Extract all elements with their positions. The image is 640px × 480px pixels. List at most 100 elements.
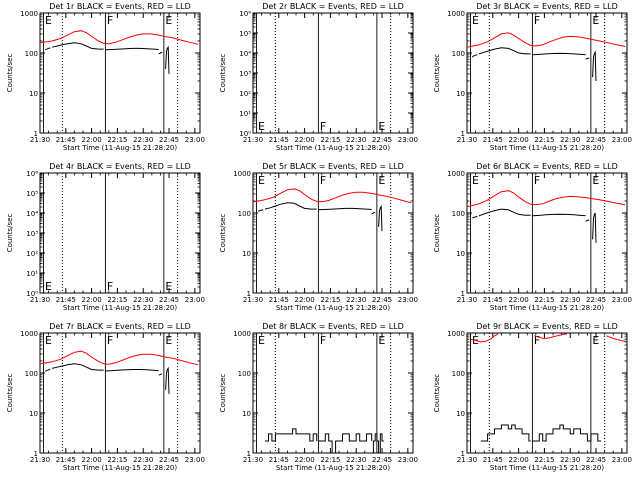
y-tick-label: 10⁴ <box>239 50 251 58</box>
plot-frame <box>252 12 414 134</box>
y-tick-label: 1000 <box>447 10 465 18</box>
event-marker-label: E <box>258 334 265 347</box>
x-tick-label: 22:45 <box>586 296 606 304</box>
x-tick-label: 22:00 <box>82 296 102 304</box>
events-series <box>371 211 376 215</box>
y-tick-label: 10⁰ <box>26 290 38 298</box>
event-marker-label: E <box>45 280 52 293</box>
x-tick-label: 22:00 <box>82 136 102 144</box>
event-marker-label: E <box>165 14 172 27</box>
events-series <box>480 424 531 442</box>
x-tick-label: 21:45 <box>56 136 76 144</box>
y-tick-label: 10² <box>26 250 38 258</box>
x-tick-label: 22:00 <box>509 456 529 464</box>
events-series <box>264 202 317 210</box>
x-tick-label: 23:00 <box>185 456 205 464</box>
lld-series <box>39 30 199 45</box>
x-tick-label: 21:45 <box>56 296 76 304</box>
event-marker-label: E <box>378 334 385 347</box>
y-tick-label: 10¹ <box>26 270 38 278</box>
y-tick-label: 1 <box>34 450 38 458</box>
y-tick-label: 1000 <box>233 170 251 178</box>
x-tick-label: 23:00 <box>612 456 632 464</box>
y-tick-label: 10² <box>239 90 251 98</box>
x-axis-label: Start Time (11-Aug-15 21:28:20) <box>490 144 604 152</box>
events-series <box>45 47 51 51</box>
lld-series <box>466 32 626 48</box>
event-marker-label: F <box>107 14 113 27</box>
chart-panel-1: Det 1r BLACK = Events, RED = LLD 1 10 100 10… <box>6 2 205 152</box>
y-tick-label: 1000 <box>233 330 251 338</box>
x-axis-label: Start Time (11-Aug-15 21:28:20) <box>276 304 390 312</box>
chart-title: Det 4r BLACK = Events, RED = LLD <box>49 162 191 171</box>
event-marker-label: E <box>45 14 52 27</box>
x-tick-label: 22:30 <box>346 136 366 144</box>
y-tick-label: 10 <box>242 250 251 258</box>
x-tick-label: 23:00 <box>612 136 632 144</box>
x-axis-label: Start Time (11-Aug-15 21:28:20) <box>276 144 390 152</box>
chart-panel-6: Det 6r BLACK = Events, RED = LLD 1 10 100 10… <box>433 162 632 312</box>
events-series <box>258 209 264 212</box>
chart-title: Det 3r BLACK = Events, RED = LLD <box>476 2 618 11</box>
y-axis-label: Counts/sec <box>219 374 227 413</box>
event-marker-label: E <box>258 120 265 133</box>
x-tick-label: 22:30 <box>133 136 153 144</box>
x-tick-label: 22:45 <box>372 296 392 304</box>
event-marker-label: E <box>472 14 479 27</box>
x-tick-label: 21:45 <box>483 456 503 464</box>
y-tick-label: 10³ <box>239 70 251 78</box>
event-marker-label: E <box>378 174 385 187</box>
chart-panel-7: Det 7r BLACK = Events, RED = LLD 1 10 100 10… <box>6 322 205 472</box>
x-tick-label: 21:30 <box>243 456 263 464</box>
chart-title: Det 1r BLACK = Events, RED = LLD <box>49 2 191 11</box>
events-series <box>318 433 373 454</box>
x-tick-label: 21:45 <box>269 456 289 464</box>
lld-series <box>533 333 567 340</box>
y-tick-label: 10⁵ <box>239 30 251 38</box>
x-tick-label: 22:00 <box>295 136 315 144</box>
x-tick-label: 22:15 <box>107 456 127 464</box>
plot-frame <box>39 172 201 294</box>
y-axis-label: Counts/sec <box>433 374 441 413</box>
event-marker-label: F <box>534 174 540 187</box>
x-tick-label: 22:45 <box>372 456 392 464</box>
chart-title: Det 7r BLACK = Events, RED = LLD <box>49 322 191 331</box>
y-tick-label: 1 <box>247 290 251 298</box>
x-tick-label: 21:30 <box>243 136 263 144</box>
events-series <box>471 54 478 58</box>
event-marker-label: E <box>592 14 599 27</box>
events-series <box>592 212 597 243</box>
y-tick-label: 10¹ <box>239 110 251 118</box>
events-series <box>165 366 170 394</box>
x-tick-label: 22:15 <box>320 136 340 144</box>
events-series <box>371 433 384 454</box>
plot-frame <box>252 172 414 294</box>
x-axis-label: Start Time (11-Aug-15 21:28:20) <box>490 464 604 472</box>
x-tick-label: 23:00 <box>398 296 418 304</box>
events-series <box>165 45 170 74</box>
chart-panel-8: Det 8r BLACK = Events, RED = LLD 1 10 100 10… <box>219 322 418 472</box>
x-tick-label: 22:45 <box>372 136 392 144</box>
events-series <box>378 204 383 232</box>
x-tick-label: 22:15 <box>107 136 127 144</box>
y-tick-label: 10 <box>29 410 38 418</box>
event-marker-label: E <box>258 174 265 187</box>
y-axis-label: Counts/sec <box>6 54 14 93</box>
event-marker-label: E <box>165 334 172 347</box>
plot-frame <box>39 12 201 134</box>
y-tick-label: 10 <box>456 90 465 98</box>
event-marker-label: F <box>107 280 113 293</box>
y-axis-label: Counts/sec <box>219 54 227 93</box>
y-tick-label: 100 <box>25 50 38 58</box>
y-tick-label: 10 <box>456 410 465 418</box>
x-tick-label: 21:30 <box>457 296 477 304</box>
event-marker-label: F <box>534 334 540 347</box>
y-tick-label: 10 <box>456 250 465 258</box>
plot-frame <box>39 332 201 454</box>
events-series <box>51 363 104 371</box>
y-tick-label: 1 <box>34 130 38 138</box>
y-tick-label: 10⁴ <box>26 210 38 218</box>
y-tick-label: 10 <box>242 410 251 418</box>
x-axis-label: Start Time (11-Aug-15 21:28:20) <box>63 144 177 152</box>
events-series <box>532 424 602 442</box>
